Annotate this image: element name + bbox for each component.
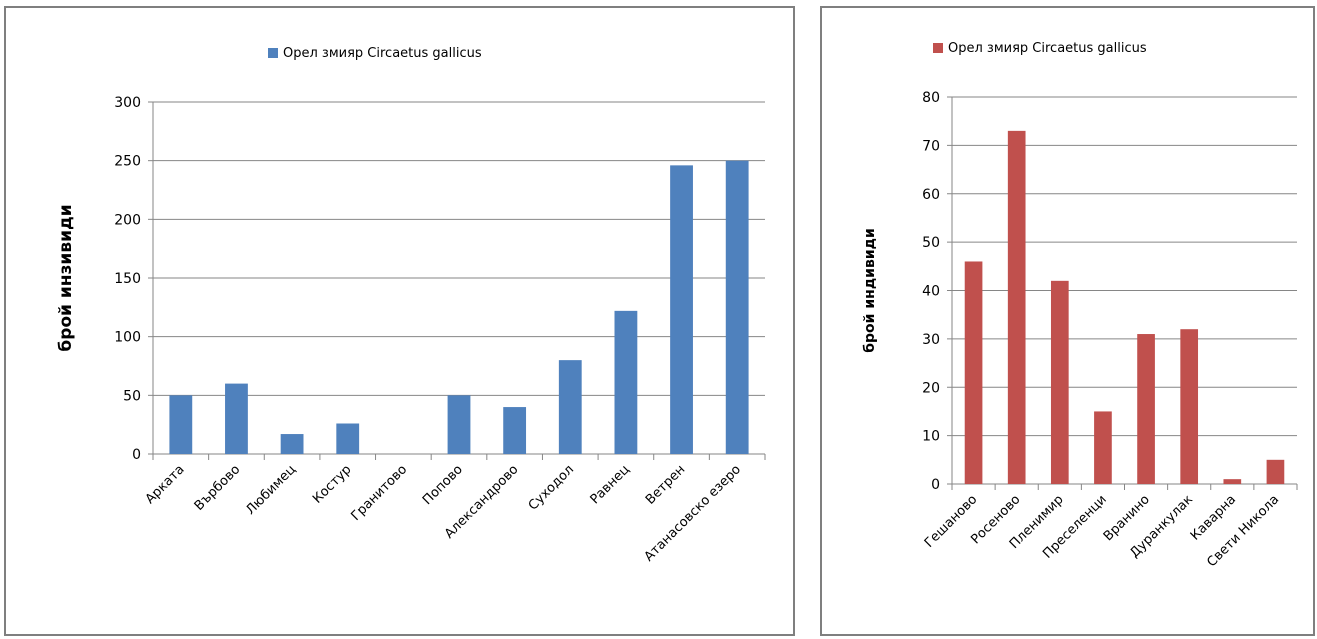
- legend-swatch: [268, 48, 278, 58]
- x-tick-label: Равнец: [588, 462, 633, 507]
- x-tick-label: Ветрен: [643, 462, 688, 507]
- y-tick-label: 10: [922, 429, 940, 445]
- y-tick-label: 50: [922, 235, 940, 251]
- y-tick-label: 30: [922, 332, 940, 348]
- y-tick-label: 20: [922, 380, 940, 396]
- bar: [225, 383, 248, 454]
- y-tick-label: 300: [114, 95, 141, 111]
- bar: [725, 160, 749, 454]
- bar: [1223, 479, 1242, 484]
- bar: [1137, 334, 1155, 484]
- x-tick-label: Попово: [420, 462, 466, 508]
- legend: Орел змияр Circaetus gallicus: [268, 46, 482, 61]
- bar: [1007, 130, 1026, 485]
- x-tick-label: Гешаново: [922, 492, 981, 551]
- x-tick-label: Гранитово: [348, 462, 410, 524]
- y-tick-label: 150: [114, 271, 141, 287]
- x-tick-label: Върбово: [192, 462, 244, 514]
- bar: [503, 407, 527, 454]
- bar: [1180, 329, 1199, 484]
- x-tick-label: Арката: [143, 462, 188, 507]
- bar: [558, 360, 582, 454]
- bar: [169, 395, 193, 454]
- y-axis-label: брой инзивиди: [56, 204, 76, 351]
- y-tick-label: 70: [922, 138, 940, 154]
- bar: [1050, 280, 1069, 484]
- x-tick-label: Костур: [310, 462, 354, 506]
- legend-swatch: [933, 43, 943, 53]
- bar: [1266, 459, 1285, 484]
- y-tick-label: 0: [132, 447, 141, 463]
- y-tick-label: 250: [114, 154, 141, 170]
- bar-chart-right: Орел змияр Circaetus gallicus 0 10 20 30 40 50…: [862, 41, 1298, 570]
- bar: [670, 165, 693, 455]
- legend-label: Орел змияр Circaetus gallicus: [948, 41, 1147, 56]
- x-tick-label: Любимец: [243, 462, 299, 518]
- chart-panel-right: Орел змияр Circaetus gallicus 0 10 20 30 40 50…: [820, 6, 1315, 636]
- bar: [447, 395, 471, 454]
- bar-chart-left: Орел змияр Circaetus gallicus 0 50 100 150 20…: [56, 46, 766, 565]
- bar: [336, 423, 360, 454]
- y-tick-label: 200: [114, 212, 141, 228]
- y-tick-label: 50: [123, 388, 141, 404]
- legend: Орел змияр Circaetus gallicus: [933, 41, 1147, 56]
- y-tick-label: 0: [931, 477, 940, 493]
- y-tick-label: 40: [922, 284, 940, 300]
- bar: [280, 434, 304, 454]
- y-axis-label: брой индивиди: [862, 228, 878, 352]
- bar: [1094, 411, 1112, 484]
- y-tick-label: 60: [922, 187, 940, 203]
- bar: [614, 310, 638, 454]
- y-tick-label: 80: [922, 90, 940, 106]
- chart-panel-left: Орел змияр Circaetus gallicus 0 50 100 150 20…: [4, 6, 795, 636]
- y-tick-label: 100: [114, 330, 141, 346]
- legend-label: Орел змияр Circaetus gallicus: [283, 46, 482, 61]
- bar: [964, 261, 983, 484]
- x-tick-label: Суходол: [526, 462, 577, 513]
- x-tick-label: Атанасовско езеро: [642, 462, 744, 564]
